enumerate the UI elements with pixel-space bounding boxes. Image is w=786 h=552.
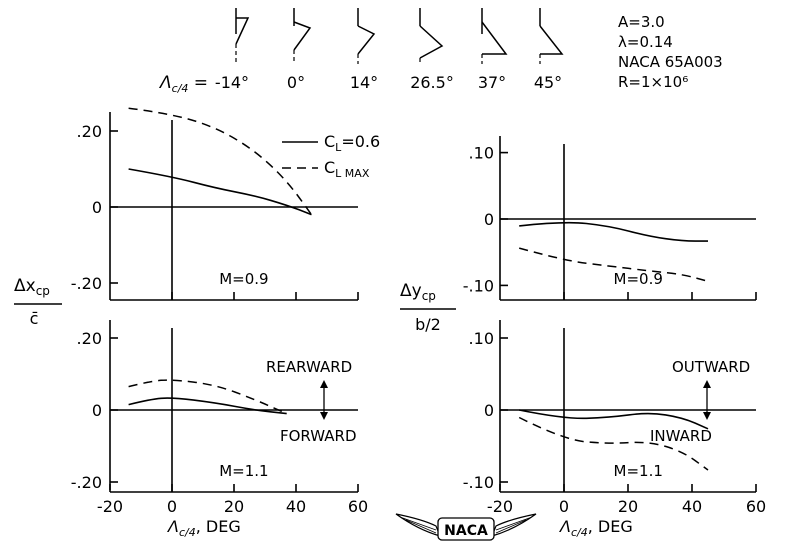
sweep-value-2: 0° [287, 73, 305, 92]
chart-panel-bottom-left: -20 0 20 40 60 .20 0 -.20 M=1.1 [71, 320, 368, 516]
ycp-ylabel: Δycp b/2 [400, 281, 456, 334]
y-tick-label: 0 [484, 401, 494, 420]
y-tick-label: -.10 [463, 276, 494, 295]
sweep-value-3: 14° [350, 73, 378, 92]
sweep-value-6: 45° [534, 73, 562, 92]
series-line-clmax [518, 247, 709, 283]
y-tick-label: 0 [92, 401, 102, 420]
chart-panels: .20 0 -.20 M=0.9 -20 0 20 40 60 .20 0 -.20 M=1.1 .10 0… [71, 107, 766, 516]
x-tick-label: -20 [487, 497, 513, 516]
x-tick-label: 0 [167, 497, 177, 516]
sweep-value-1: -14° [215, 73, 249, 92]
chart-panel-bottom-right: -20 0 20 40 60 .10 0 -.10 M=1.1 [463, 320, 766, 516]
sweep-value-5: 37° [478, 73, 506, 92]
outward-inward-annotation: OUTWARD INWARD [650, 358, 750, 445]
series-line-cl06 [128, 168, 312, 216]
planform-sweep-1 [235, 8, 250, 64]
planform-sweep-2 [293, 8, 312, 64]
series-line-cl06 [519, 221, 708, 242]
planform-sweep-4 [419, 8, 444, 64]
x-tick-label: 20 [618, 497, 638, 516]
svg-text:FORWARD: FORWARD [280, 427, 357, 445]
mach-annotation: M=1.1 [614, 462, 663, 480]
x-axis-title-left: Λc/4, DEG [166, 517, 241, 539]
param-airfoil: NACA 65A003 [618, 53, 723, 71]
planform-sweep-3 [357, 8, 376, 64]
x-tick-label: 60 [348, 497, 368, 516]
param-taper-ratio: λ=0.14 [618, 33, 673, 51]
xcp-ylabel: Δxcp c̄ [14, 276, 62, 328]
y-tick-label: -.20 [71, 274, 102, 293]
series-line-clmax [128, 107, 313, 216]
mach-annotation: M=0.9 [219, 270, 268, 288]
y-tick-label: -.20 [71, 473, 102, 492]
legend-label-clmax: CL MAX [324, 158, 370, 180]
y-tick-label: 0 [92, 198, 102, 217]
y-tick-label: -.10 [463, 473, 494, 492]
x-axis-title-right: Λc/4, DEG [558, 517, 633, 539]
sweep-label-row: Λc/4 = -14° 0° 14° 26.5° 37° 45° [158, 73, 562, 95]
x-tick-label: -20 [97, 497, 123, 516]
svg-text:OUTWARD: OUTWARD [672, 358, 750, 376]
x-tick-label: 40 [682, 497, 702, 516]
planform-sweep-5 [481, 8, 508, 64]
series-line-cl06 [519, 409, 709, 430]
rearward-forward-annotation: REARWARD FORWARD [266, 358, 357, 445]
mach-annotation: M=0.9 [614, 270, 663, 288]
mach-annotation: M=1.1 [219, 462, 268, 480]
svg-text:Δycp: Δycp [400, 281, 436, 303]
y-tick-label: .20 [77, 122, 102, 141]
parameter-block: A=3.0 λ=0.14 NACA 65A003 R=1×10⁶ [618, 13, 723, 91]
sweep-symbol-label: Λc/4 = [158, 73, 208, 95]
series-line-cl06 [128, 397, 287, 415]
svg-text:NACA: NACA [444, 523, 488, 539]
svg-text:b/2: b/2 [415, 315, 441, 334]
y-tick-label: 0 [484, 210, 494, 229]
x-tick-label: 60 [746, 497, 766, 516]
series-line-clmax [128, 379, 288, 415]
chart-panel-top-left: .20 0 -.20 M=0.9 [71, 107, 359, 301]
svg-text:INWARD: INWARD [650, 427, 712, 445]
y-tick-label: .10 [469, 144, 494, 163]
naca-logo: NACA [395, 513, 537, 541]
x-tick-label: 20 [224, 497, 244, 516]
sweep-value-4: 26.5° [410, 73, 454, 92]
legend-label-cl06: CL=0.6 [324, 132, 380, 154]
chart-panel-top-right: .10 0 -.10 M=0.9 [463, 136, 757, 301]
svg-text:Δxcp: Δxcp [14, 276, 50, 298]
param-aspect-ratio: A=3.0 [618, 13, 665, 31]
x-tick-label: 40 [286, 497, 306, 516]
param-reynolds: R=1×10⁶ [618, 73, 688, 91]
legend: CL=0.6 CL MAX [282, 132, 380, 180]
svg-text:c̄: c̄ [30, 309, 39, 328]
planform-sketches [235, 8, 564, 64]
series-line-clmax [518, 416, 709, 471]
x-tick-label: 0 [559, 497, 569, 516]
y-tick-label: .10 [469, 329, 494, 348]
y-tick-label: .20 [77, 329, 102, 348]
planform-sweep-6 [539, 8, 564, 64]
svg-text:REARWARD: REARWARD [266, 358, 352, 376]
